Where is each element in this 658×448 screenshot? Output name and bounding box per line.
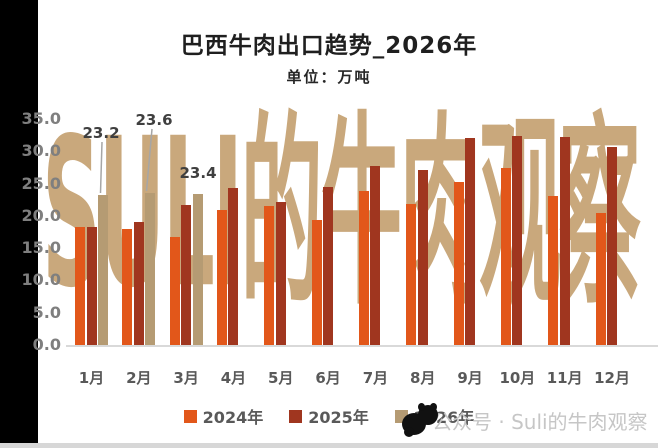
y-tick-label: 25.0 <box>21 173 61 193</box>
data-label-3月: 23.4 <box>179 164 217 182</box>
x-tick-label-7月: 7月 <box>362 369 389 387</box>
data-label-1月: 23.2 <box>82 124 120 142</box>
bar-2024年-6月 <box>311 219 322 345</box>
x-tick-label-4月: 4月 <box>220 369 247 387</box>
bar-2025年-12月 <box>607 146 618 345</box>
bar-2024年-9月 <box>453 181 464 345</box>
y-tick-label: 0.0 <box>32 335 61 354</box>
x-tick-label-1月: 1月 <box>78 369 105 387</box>
bar-2024年-4月 <box>216 210 227 345</box>
bar-2025年-3月 <box>181 204 192 345</box>
bar-2025年-7月 <box>370 166 381 345</box>
bar-2026年-2月 <box>145 192 156 345</box>
legend-label-2025年: 2025年 <box>308 408 369 427</box>
x-tick-label-9月: 9月 <box>457 369 483 387</box>
legend-item-2024年: 2024年 <box>183 404 264 428</box>
bar-2025年-5月 <box>275 202 286 345</box>
watermark-logo-icon <box>402 403 442 438</box>
bar-2025年-4月 <box>228 188 239 345</box>
bar-2024年-8月 <box>406 204 417 345</box>
y-tick-label: 35.0 <box>21 109 61 128</box>
chart-title: 巴西牛肉出口趋势_2026年 <box>180 33 478 59</box>
bar-2025年-8月 <box>417 170 428 345</box>
bar-2025年-9月 <box>465 138 476 345</box>
legend-label-2024年: 2024年 <box>202 408 264 427</box>
y-tick-label: 20.0 <box>21 205 61 225</box>
bar-2024年-7月 <box>358 191 369 345</box>
bar-2025年-10月 <box>512 135 523 345</box>
bottom-gray-band <box>0 443 658 448</box>
left-black-strip <box>0 0 38 443</box>
bar-2025年-11月 <box>559 137 570 345</box>
legend-item-2025年: 2025年 <box>289 404 369 428</box>
data-label-2月: 23.6 <box>135 111 173 129</box>
bar-2024年-2月 <box>122 229 133 345</box>
x-tick-label-11月: 11月 <box>546 369 583 387</box>
bar-2025年-6月 <box>323 187 334 345</box>
footer-watermark-text: 公众号 · Suli的牛肉观察 <box>432 410 648 434</box>
bar-2024年-12月 <box>595 213 606 345</box>
y-tick-label: 30.0 <box>21 141 61 161</box>
x-tick-label-3月: 3月 <box>173 369 199 387</box>
x-tick-label-2月: 2月 <box>126 369 152 387</box>
x-tick-label-10月: 10月 <box>499 369 536 387</box>
x-axis-line <box>66 345 658 347</box>
bar-2024年-1月 <box>75 226 85 345</box>
bar-2024年-5月 <box>264 206 275 345</box>
bar-2026年-1月 <box>98 195 108 345</box>
bar-2025年-2月 <box>133 221 144 345</box>
legend-swatch-2024年 <box>183 409 197 423</box>
x-tick-label-5月: 5月 <box>268 369 294 387</box>
bar-2024年-3月 <box>169 236 180 345</box>
bar-2024年-10月 <box>500 168 511 345</box>
bar-2024年-11月 <box>548 196 559 345</box>
bar-2025年-1月 <box>86 226 97 345</box>
chart-unit-subtitle: 单位：万吨 <box>286 68 372 86</box>
x-tick-label-12月: 12月 <box>594 369 630 387</box>
y-tick-label: 10.0 <box>21 270 61 290</box>
y-tick-label: 15.0 <box>21 238 61 258</box>
legend-swatch-2025年 <box>289 409 303 423</box>
x-tick-label-6月: 6月 <box>315 369 341 387</box>
x-tick-label-8月: 8月 <box>410 369 436 387</box>
y-tick-label: 5.0 <box>32 302 61 322</box>
bar-2026年-3月 <box>192 193 203 345</box>
